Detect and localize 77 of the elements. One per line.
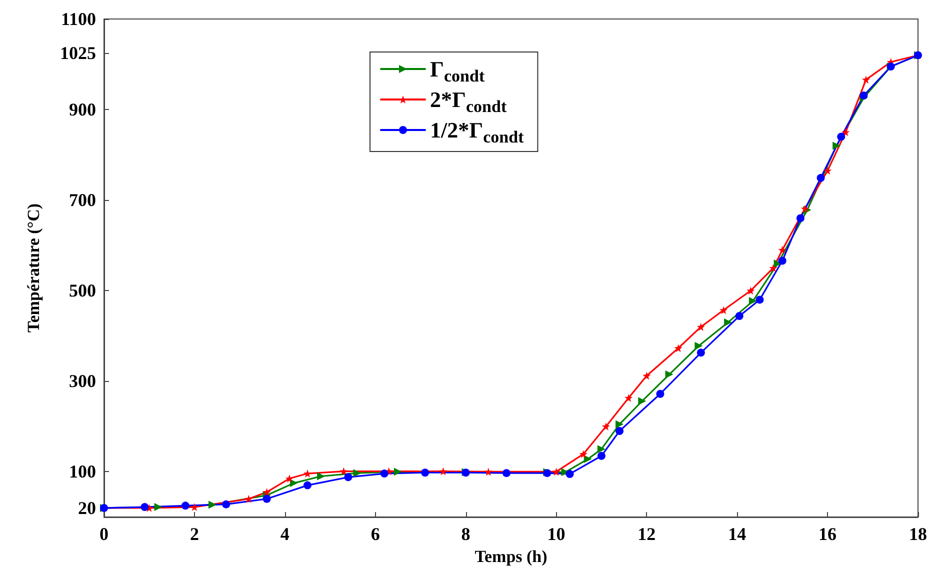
y-tick-label: 100 [69, 462, 96, 482]
point [665, 370, 674, 378]
point [579, 450, 588, 458]
point [674, 344, 682, 352]
point [769, 264, 778, 272]
point [616, 420, 624, 428]
point [842, 128, 850, 136]
point [353, 469, 362, 478]
point [484, 468, 492, 476]
point [304, 481, 312, 490]
x-tick-label: 12 [638, 524, 656, 544]
point [340, 467, 348, 476]
point [222, 500, 230, 508]
point [824, 166, 832, 175]
x-tick-label: 16 [818, 524, 837, 544]
point [262, 488, 271, 496]
point [756, 296, 764, 304]
point [642, 372, 651, 380]
point [832, 142, 841, 150]
x-axis-title: Temps (h) [474, 546, 548, 566]
y-tick-label: 1025 [60, 42, 96, 63]
y-tick-label: 300 [69, 371, 96, 392]
x-tick-label: 0 [100, 524, 108, 544]
point [584, 455, 592, 464]
point [552, 468, 560, 476]
point [566, 470, 574, 478]
point [602, 422, 610, 430]
point [616, 426, 624, 435]
y-tick-label: 700 [69, 190, 96, 210]
point [208, 500, 217, 509]
point [181, 502, 190, 510]
point [140, 503, 149, 512]
x-tick-label: 18 [909, 524, 927, 544]
point [735, 312, 744, 320]
y-tick-label: 900 [69, 100, 96, 120]
point [816, 174, 825, 182]
point [696, 322, 705, 331]
point [154, 503, 162, 512]
y-tick-label: 1100 [60, 9, 96, 29]
point [862, 76, 870, 84]
point [597, 445, 606, 454]
point [724, 318, 732, 326]
x-tick-label: 10 [547, 524, 566, 544]
point [837, 132, 846, 141]
point [502, 469, 510, 478]
point [748, 297, 757, 306]
point [190, 503, 198, 512]
point [262, 494, 271, 503]
point [778, 246, 786, 254]
x-tick-label: 2 [190, 524, 199, 544]
point [800, 204, 809, 213]
x-tick-label: 6 [370, 524, 380, 544]
point [317, 472, 326, 480]
point [778, 256, 786, 265]
point [421, 468, 430, 477]
y-tick-label: 500 [69, 280, 96, 301]
x-tick-label: 14 [728, 524, 746, 544]
point [439, 467, 448, 476]
point [656, 390, 664, 398]
point [394, 468, 402, 476]
x-tick-label: 8 [461, 524, 470, 544]
point [720, 306, 728, 314]
point [638, 397, 646, 406]
point [344, 473, 352, 482]
point [244, 494, 253, 503]
point [380, 470, 388, 478]
point [746, 286, 755, 295]
point [796, 214, 804, 222]
x-tick-label: 4 [280, 524, 290, 544]
point [285, 474, 294, 483]
y-tick-label: 20 [78, 498, 96, 518]
point [304, 470, 312, 478]
point [694, 342, 703, 350]
point [597, 452, 606, 460]
point [624, 394, 633, 402]
y-axis-title: Température (°C) [24, 203, 43, 333]
point [696, 348, 705, 357]
